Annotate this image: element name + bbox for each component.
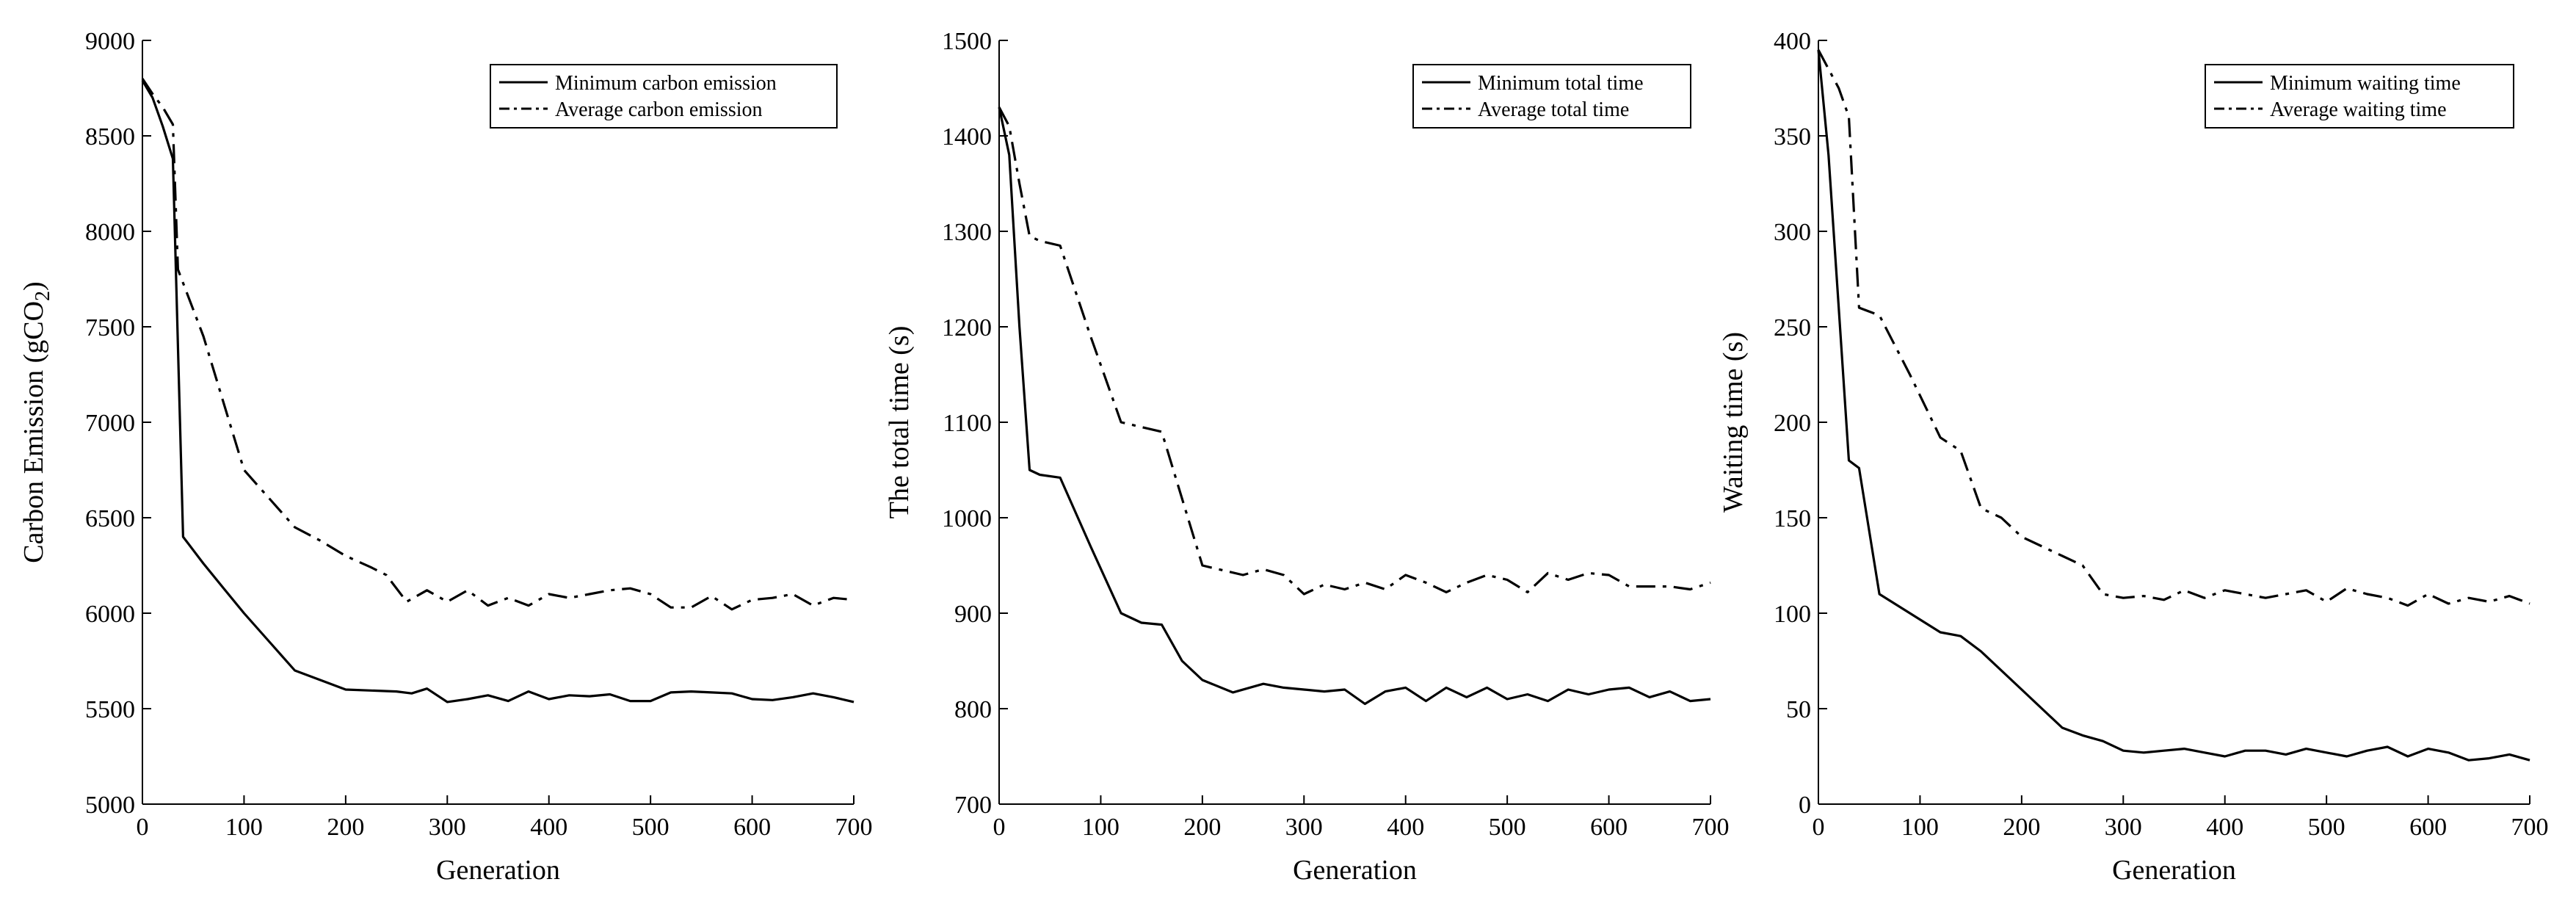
x-tick-label: 300 xyxy=(2105,814,2142,841)
y-tick-label: 8000 xyxy=(85,219,135,246)
series-line-average xyxy=(998,106,1711,596)
y-tick-label: 1000 xyxy=(942,505,992,532)
y-tick-label: 7000 xyxy=(85,410,135,437)
y-tick-label: 1200 xyxy=(942,314,992,341)
y-tick-label: 50 xyxy=(1786,696,1811,723)
y-tick-label: 8500 xyxy=(85,123,135,151)
x-axis-title: Generation xyxy=(436,855,560,886)
y-tick-label: 6000 xyxy=(85,601,135,628)
y-axis-title: Carbon Emission (gCO2) xyxy=(18,281,54,563)
x-tick-label: 700 xyxy=(1692,814,1730,841)
legend-entry-label: Average waiting time xyxy=(2270,98,2447,121)
y-tick-label: 350 xyxy=(1774,123,1811,151)
legend-entry-label: Minimum total time xyxy=(1478,72,1644,95)
x-tick-label: 700 xyxy=(835,814,873,841)
y-tick-label: 900 xyxy=(954,601,992,628)
total-time-chart: 0 100 200 300 400 500 600 700 700 800 900 1000 1100 1… xyxy=(884,28,1730,886)
y-tick-label: 100 xyxy=(1774,601,1811,628)
y-tick-label: 6500 xyxy=(85,505,135,532)
y-tick-label: 5500 xyxy=(85,696,135,723)
x-tick-label: 100 xyxy=(225,814,263,841)
legend-entry-label: Minimum carbon emission xyxy=(555,72,777,95)
y-tick-label: 5000 xyxy=(85,792,135,819)
x-tick-label: 300 xyxy=(1285,814,1323,841)
x-tick-label: 200 xyxy=(1183,814,1221,841)
x-axis-title: Generation xyxy=(1293,855,1417,886)
y-tick-label: 1300 xyxy=(942,219,992,246)
legend-entry-label: Average total time xyxy=(1478,98,1629,121)
x-tick-label: 600 xyxy=(1590,814,1628,841)
y-tick-label: 1400 xyxy=(942,123,992,151)
legend-entry-label: Average carbon emission xyxy=(555,98,763,121)
x-tick-label: 400 xyxy=(530,814,567,841)
y-tick-label: 700 xyxy=(954,792,992,819)
legend-entry-label: Minimum waiting time xyxy=(2270,72,2461,95)
y-tick-label: 150 xyxy=(1774,505,1811,532)
y-tick-label: 1100 xyxy=(943,410,992,437)
x-tick-label: 600 xyxy=(733,814,771,841)
y-axis-title: Waiting time (s) xyxy=(1718,332,1749,513)
series-line-minimum xyxy=(1817,49,2530,762)
y-tick-label: 0 xyxy=(1799,792,1811,819)
y-tick-label: 1500 xyxy=(942,28,992,55)
series-line-minimum xyxy=(998,106,1711,706)
x-axis-title: Generation xyxy=(2112,855,2236,886)
x-tick-label: 500 xyxy=(2308,814,2345,841)
x-tick-label: 300 xyxy=(429,814,466,841)
x-tick-label: 400 xyxy=(2206,814,2243,841)
y-axis-title: The total time (s) xyxy=(884,326,915,519)
y-tick-label: 9000 xyxy=(85,28,135,55)
legend-box xyxy=(1412,64,1691,129)
x-tick-label: 200 xyxy=(327,814,364,841)
series-line-minimum xyxy=(141,79,855,704)
y-tick-label: 400 xyxy=(1774,28,1811,55)
x-tick-label: 500 xyxy=(1489,814,1526,841)
y-tick-label: 7500 xyxy=(85,314,135,341)
x-tick-label: 0 xyxy=(1813,814,1825,841)
x-tick-label: 400 xyxy=(1387,814,1424,841)
x-tick-label: 0 xyxy=(993,814,1006,841)
x-tick-label: 0 xyxy=(137,814,149,841)
x-tick-label: 100 xyxy=(1901,814,1939,841)
carbon-emission-chart: 0 100 200 300 400 500 600 700 5000 5500 6000 6500 70… xyxy=(18,28,873,886)
y-tick-label: 800 xyxy=(954,696,992,723)
x-tick-label: 500 xyxy=(632,814,670,841)
x-tick-label: 100 xyxy=(1082,814,1120,841)
x-tick-label: 700 xyxy=(2511,814,2549,841)
y-tick-label: 250 xyxy=(1774,314,1811,341)
series-line-average xyxy=(141,78,855,611)
series-line-average xyxy=(1817,49,2530,607)
x-tick-label: 600 xyxy=(2409,814,2447,841)
y-tick-label: 200 xyxy=(1774,410,1811,437)
legend-box xyxy=(2205,64,2514,129)
x-tick-label: 200 xyxy=(2003,814,2040,841)
y-tick-label: 300 xyxy=(1774,219,1811,246)
legend-box xyxy=(490,64,838,129)
waiting-time-chart: 0 100 200 300 400 500 600 700 0 50 100 150 200 250 300… xyxy=(1718,28,2549,886)
